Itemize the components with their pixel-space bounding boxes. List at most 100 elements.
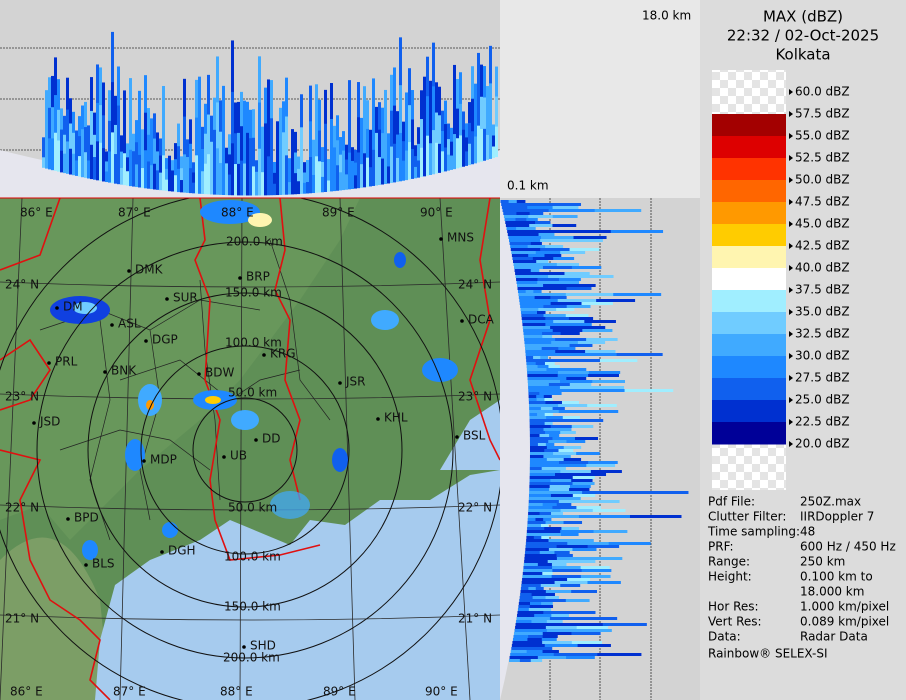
profile-strip [528, 254, 545, 257]
profile-strip [509, 242, 521, 245]
profile-strip [207, 74, 210, 116]
legend-swatch [712, 400, 786, 423]
profile-strip [435, 82, 438, 114]
profile-strip [426, 96, 429, 137]
profile-strip [558, 410, 589, 413]
profile-strip [387, 133, 390, 151]
profile-strip [276, 170, 279, 196]
profile-strip [105, 171, 108, 183]
profile-strip [339, 137, 342, 156]
profile-strip [282, 101, 285, 133]
profile-strip [529, 428, 545, 431]
profile-strip [177, 123, 180, 147]
profile-strip [210, 167, 213, 195]
profile-strip [533, 335, 543, 338]
profile-strip [566, 368, 587, 371]
city-labels: MNS DMK BRP SUR DM ASL DGP PRL BNK BDW KRG JSR KHL DC… [32, 231, 495, 653]
profile-strip [562, 416, 580, 419]
profile-strip [306, 181, 309, 194]
profile-strip [550, 302, 583, 305]
profile-strip [390, 146, 393, 183]
profile-strip [576, 626, 608, 629]
profile-strip [453, 134, 456, 170]
range-label: 200.0 km [223, 651, 280, 665]
profile-strip [586, 338, 618, 341]
profile-strip [544, 449, 560, 452]
legend-label: 20.0 dBZ [795, 437, 850, 451]
profile-strip [57, 109, 60, 142]
profile-strip [150, 141, 153, 166]
profile-strip [438, 143, 441, 173]
profile-strip [462, 111, 465, 131]
profile-strip [540, 524, 549, 527]
profile-strip [255, 160, 258, 173]
profile-strip [336, 140, 339, 166]
legend-tick [789, 133, 793, 139]
profile-strip [369, 148, 372, 168]
profile-strip [521, 584, 542, 587]
info-value: 600 Hz / 450 Hz [800, 540, 896, 554]
profile-strip [492, 135, 495, 148]
profile-strip [528, 587, 537, 590]
profile-strip [504, 218, 516, 221]
profile-strip [522, 269, 532, 272]
profile-strip [159, 155, 162, 174]
profile-strip [120, 151, 123, 169]
profile-strip [501, 203, 529, 206]
profile-strip [520, 308, 539, 311]
profile-strip [571, 353, 618, 356]
profile-strip [517, 608, 530, 611]
profile-strip [569, 485, 591, 488]
profile-strip [99, 67, 102, 106]
legend-tick [789, 375, 793, 381]
profile-strip [580, 275, 614, 278]
profile-strip [528, 311, 538, 314]
profile-strip [528, 506, 553, 509]
city-dot [142, 459, 146, 463]
profile-strip [462, 147, 465, 167]
profile-strip [267, 117, 270, 157]
profile-strip [351, 174, 354, 189]
profile-strip [565, 293, 614, 296]
city-dot [439, 237, 443, 241]
legend-label: 60.0 dBZ [795, 85, 850, 99]
profile-strip [282, 163, 285, 195]
profile-strip [411, 90, 414, 120]
profile-strip [234, 164, 237, 196]
profile-strip [553, 452, 577, 455]
profile-strip [327, 180, 330, 192]
profile-strip [357, 152, 360, 189]
profile-strip [396, 157, 399, 182]
profile-strip [270, 118, 273, 158]
profile-strip [571, 641, 603, 644]
profile-strip [503, 212, 517, 215]
profile-strip [503, 215, 529, 218]
profile-strip [569, 383, 592, 386]
profile-strip [541, 602, 553, 605]
profile-strip [375, 132, 378, 160]
profile-strip [529, 443, 539, 446]
profile-strip [207, 154, 210, 195]
profile-strip [529, 464, 559, 467]
profile-strip [189, 168, 192, 194]
profile-strip [168, 155, 171, 168]
profile-strip [351, 160, 354, 176]
profile-strip [539, 551, 555, 554]
profile-strip [45, 90, 48, 117]
lon-label: 86° E [20, 206, 53, 220]
city-label: KRG [270, 347, 296, 361]
profile-strip [279, 136, 282, 167]
legend-tick [789, 397, 793, 403]
profile-strip [513, 635, 529, 638]
profile-strip [526, 536, 535, 539]
profile-strip [543, 395, 552, 398]
profile-strip [515, 275, 549, 278]
profile-strip [554, 581, 588, 584]
profile-strip [552, 329, 583, 332]
city-dot [110, 323, 114, 327]
info-value: 1.000 km/pixel [800, 600, 889, 614]
profile-strip [213, 97, 216, 131]
profile-strip [563, 359, 601, 362]
profile-strip [186, 174, 189, 193]
profile-strip [69, 148, 72, 175]
